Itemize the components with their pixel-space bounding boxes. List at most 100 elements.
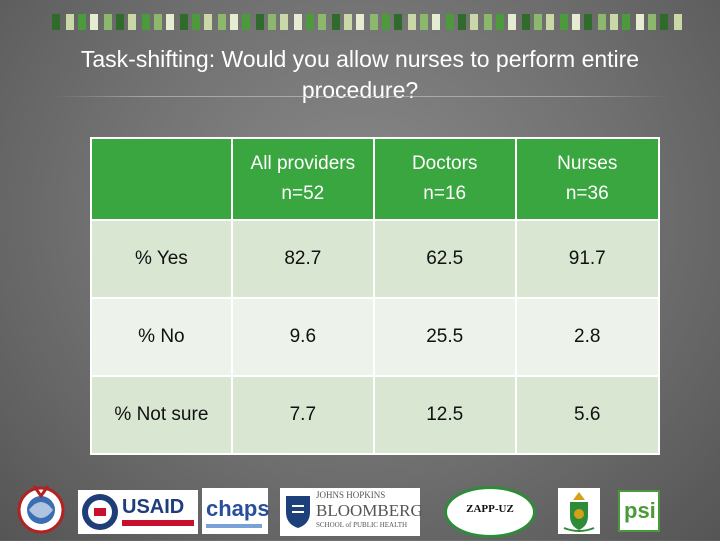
cell-not-sure-nurses: 5.6 [514, 375, 661, 455]
cell-no-all: 9.6 [230, 297, 375, 377]
strip-square [52, 14, 60, 30]
slide-title-line-1: Task-shifting: Would you allow nurses to… [80, 46, 640, 72]
strip-square [584, 14, 592, 30]
row-label-not-sure: % Not sure [90, 375, 233, 455]
strip-square [522, 14, 530, 30]
header-all-providers-n: n=52 [281, 183, 325, 204]
strip-square [256, 14, 264, 30]
header-nurses-n: n=36 [565, 183, 609, 204]
strip-square [572, 14, 580, 30]
jhu-line2: BLOOMBERG [316, 501, 423, 520]
strip-square [142, 14, 150, 30]
table-row-yes: % Yes 82.7 62.5 91.7 [90, 219, 661, 299]
cell-yes-doctors: 62.5 [372, 219, 517, 299]
strip-square [204, 14, 212, 30]
results-table: All providers n=52 Doctors n=16 Nurses n… [90, 137, 661, 455]
strip-square [408, 14, 416, 30]
chaps-underline [206, 524, 262, 528]
table-header-row: All providers n=52 Doctors n=16 Nurses n… [90, 137, 661, 221]
zapp-wordmark: ZAPP-UZ [466, 503, 514, 515]
zapp-oval [444, 486, 536, 538]
strip-square [268, 14, 276, 30]
row-label-no: % No [90, 297, 233, 377]
strip-square [458, 14, 466, 30]
strip-square [420, 14, 428, 30]
chaps-logo: chaps [202, 488, 270, 534]
strip-square [636, 14, 644, 30]
header-doctors: Doctors n=16 [372, 137, 517, 221]
jhu-bloomberg-logo: JOHNS HOPKINS BLOOMBERG SCHOOL of PUBLIC… [280, 488, 423, 536]
strip-square [610, 14, 618, 30]
cell-not-sure-all: 7.7 [230, 375, 375, 455]
strip-square [230, 14, 238, 30]
header-doctors-label: Doctors [411, 153, 478, 174]
strip-square [382, 14, 390, 30]
strip-square [128, 14, 136, 30]
decorative-top-strip [0, 14, 720, 32]
strip-square [508, 14, 516, 30]
strip-square [546, 14, 554, 30]
strip-square [294, 14, 302, 30]
title-divider [55, 96, 667, 97]
strip-square [78, 14, 86, 30]
strip-square [66, 14, 74, 30]
header-corner [90, 137, 233, 221]
jhu-line3: SCHOOL of PUBLIC HEALTH [316, 521, 408, 529]
strip-square [280, 14, 288, 30]
coat-of-arms-icon [563, 492, 595, 532]
usaid-wordmark: USAID [122, 496, 185, 518]
cell-no-nurses: 2.8 [514, 297, 661, 377]
partner-logos-bar: USAID chaps JOHNS HOPKINS BLOOMBERG SCHO… [0, 476, 720, 540]
strip-square [242, 14, 250, 30]
cell-not-sure-doctors: 12.5 [372, 375, 517, 455]
strip-square [496, 14, 504, 30]
header-nurses: Nurses n=36 [514, 137, 661, 221]
zapp-uz-logo: ZAPP-UZ [444, 486, 536, 538]
strip-square [370, 14, 378, 30]
strip-square [166, 14, 174, 30]
strip-square [560, 14, 568, 30]
strip-square [432, 14, 440, 30]
strip-square [104, 14, 112, 30]
cell-yes-all: 82.7 [230, 219, 375, 299]
cell-yes-nurses: 91.7 [514, 219, 661, 299]
strip-square [660, 14, 668, 30]
strip-square [622, 14, 630, 30]
strip-square [90, 14, 98, 30]
header-nurses-label: Nurses [557, 153, 618, 174]
cell-no-doctors: 25.5 [372, 297, 517, 377]
strip-square [154, 14, 162, 30]
strip-square [446, 14, 454, 30]
strip-square [470, 14, 478, 30]
slide-title-line-2: procedure? [301, 77, 419, 103]
table-row-not-sure: % Not sure 7.7 12.5 5.6 [90, 375, 661, 455]
globe-emblem-icon [17, 485, 65, 534]
strip-square [674, 14, 682, 30]
strip-square [598, 14, 606, 30]
psi-logo: psi [618, 490, 660, 532]
usaid-logo: USAID [78, 490, 198, 534]
strip-square [306, 14, 314, 30]
strip-square [180, 14, 188, 30]
jhu-line1: JOHNS HOPKINS [316, 490, 386, 500]
header-all-providers-label: All providers [250, 153, 356, 174]
emblem-logo [12, 480, 70, 536]
strip-square [218, 14, 226, 30]
header-all-providers: All providers n=52 [230, 137, 375, 221]
psi-wordmark: psi [624, 498, 656, 523]
table-row-no: % No 9.6 25.5 2.8 [90, 297, 661, 377]
strip-square [394, 14, 402, 30]
strip-square [116, 14, 124, 30]
coat-of-arms-logo [558, 488, 600, 534]
strip-square [344, 14, 352, 30]
usaid-seal-icon [82, 494, 118, 530]
usaid-underline [122, 520, 194, 526]
jhu-shield-icon [286, 496, 310, 528]
strip-square [356, 14, 364, 30]
chaps-wordmark: chaps [206, 496, 270, 521]
strip-square [332, 14, 340, 30]
row-label-yes: % Yes [90, 219, 233, 299]
strip-square [484, 14, 492, 30]
strip-square [192, 14, 200, 30]
strip-square [534, 14, 542, 30]
